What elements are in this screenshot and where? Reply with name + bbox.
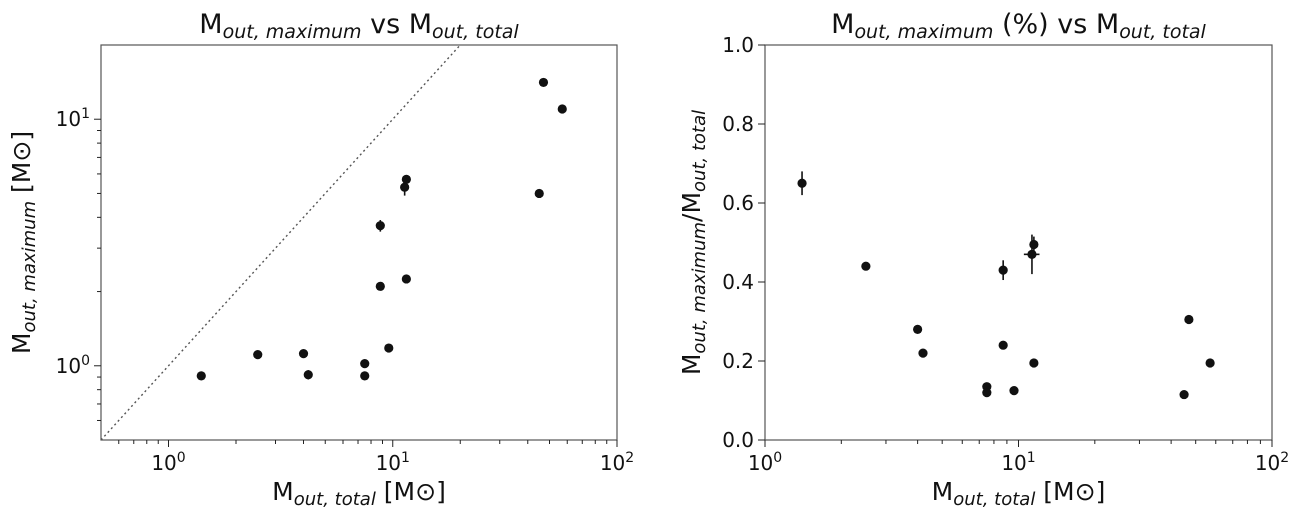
data-point [1179,389,1189,400]
x-axis-label-part: M [932,477,954,506]
y-axis-label-part: [M [7,162,36,201]
data-point [375,281,385,291]
x-axis-label-part: out, total [953,489,1035,510]
data-point [298,349,309,359]
data-point [1205,358,1215,368]
data-point [998,265,1008,275]
y-axis-label-part: out, maximum [689,222,710,354]
plot-frame [100,44,618,441]
y-axis-label-part: out, maximum [19,201,40,333]
x-tick-label: 101 [1001,450,1035,475]
y-tick-label: 1.0 [722,33,754,57]
x-tick-label: 102 [1255,450,1289,475]
y-axis-label-part: /M [677,192,706,222]
chart-panel-2: 100 101 102 0.0 0.2 0.4 0.6 0.8 1.0 Mout, maximum… [677,9,1289,510]
y-tick-label: 0.6 [722,191,754,215]
plot-frame [764,44,1273,441]
x-axis-label-part: ] [436,477,446,506]
x-tick-label: 101 [376,450,410,475]
data-point [1184,314,1194,325]
data-point [196,371,206,381]
chart-title-part: out, maximum [223,21,362,43]
data-point [360,371,370,381]
data-point [303,370,313,380]
data-point [557,104,567,114]
data-point [1029,358,1039,368]
x-axis-label-part: ⊙ [415,477,436,506]
x-axis-label-part: ⊙ [1075,477,1096,506]
chart-title: Mout, maximum (%) vs Mout, total [831,9,1206,43]
y-tick-label: 100 [56,353,90,378]
x-axis-label-part: M [272,477,294,506]
data-point [400,182,410,192]
chart-title-part: out, total [432,21,519,43]
y-tick-label: 0.0 [722,428,754,452]
data-point [1009,386,1019,396]
data-point [1029,239,1039,250]
chart-title-part: out, maximum [854,21,993,43]
y-tick-label: 0.2 [722,349,754,373]
data-point [918,348,928,358]
data-point [384,343,394,353]
data-point [375,221,385,231]
y-axis-label: Mout, maximum/Mout, total [677,110,710,375]
x-axis-label-part: [M [376,477,415,506]
x-axis-label: Mout, total [M⊙] [932,477,1106,510]
chart-title: Mout, maximum vs Mout, total [199,9,519,43]
data-point [797,178,807,188]
data-point [360,359,370,369]
data-point [401,274,411,284]
y-axis-label-part: out, total [689,110,710,192]
chart-title-part: M [831,9,854,40]
chart-title-part: M [199,9,222,40]
data-point [982,388,992,398]
y-axis-label-part: M [7,333,36,355]
x-axis-label-part: out, total [294,489,376,510]
x-axis-label-part: [M [1035,477,1074,506]
data-point [861,261,871,271]
one-to-one-line [100,44,461,441]
data-point [253,350,263,360]
x-tick-label: 100 [151,450,185,475]
y-axis-label-part: ⊙ [7,141,36,162]
chart-title-part: vs M [362,9,433,40]
data-point [538,77,549,88]
chart-title-part: out, total [1119,21,1206,43]
x-axis-label: Mout, total [M⊙] [272,477,446,510]
y-axis-label-part: M [677,354,706,376]
data-point [1027,249,1037,259]
data-point [913,324,923,334]
data-point [401,174,411,185]
x-tick-label: 100 [748,450,782,475]
y-axis-label: Mout, maximum [M⊙] [7,131,40,354]
y-axis-label-part: ] [7,131,36,141]
y-tick-label: 101 [56,106,90,131]
x-tick-label: 102 [600,450,634,475]
y-tick-label: 0.8 [722,112,754,136]
data-point [998,340,1008,350]
data-point [534,188,544,199]
x-axis-label-part: ] [1096,477,1106,506]
chart-title-part: (%) vs M [993,9,1119,40]
y-tick-label: 0.4 [722,270,754,294]
